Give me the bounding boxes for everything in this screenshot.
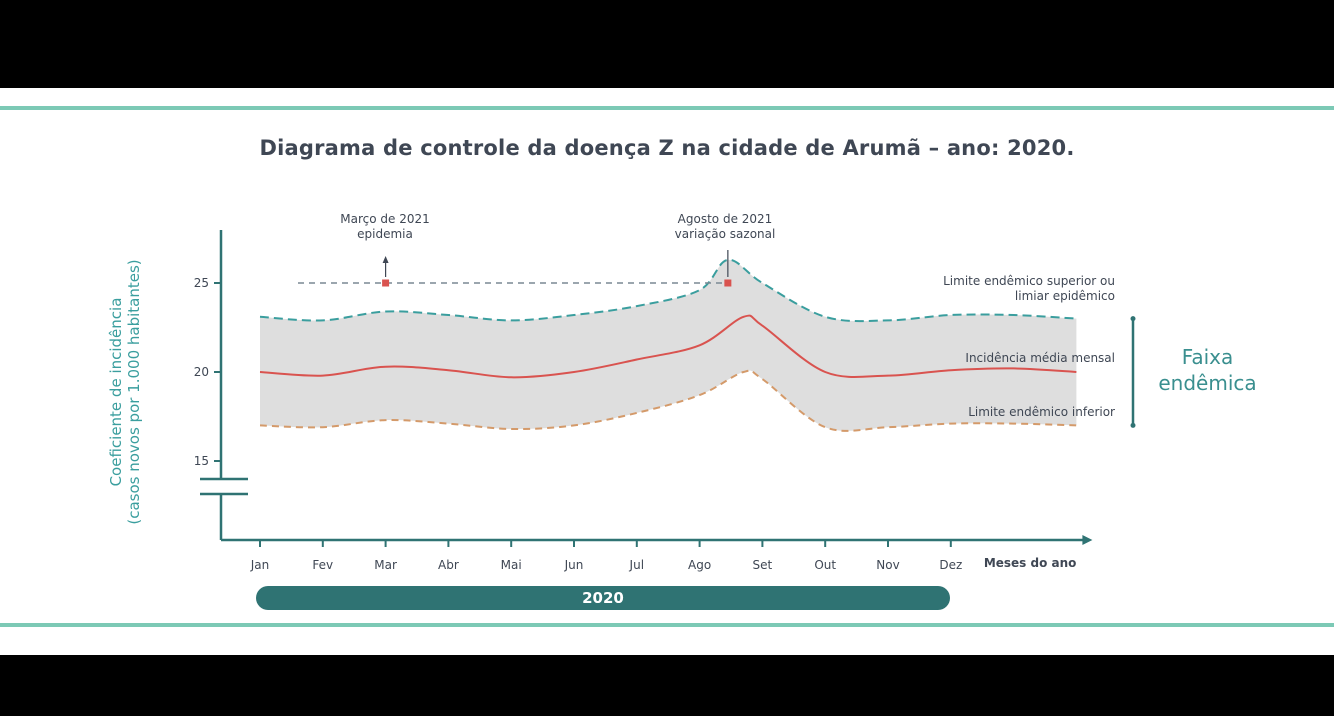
y-axis-label-line2: (casos novos por 1.000 habitantes) (125, 259, 143, 525)
x-tick-label: Dez (939, 558, 962, 572)
data-point (724, 279, 732, 287)
x-tick-label: Mai (501, 558, 522, 572)
faixa-bracket-top (1130, 316, 1136, 322)
faixa-endemica-label: Faixa endêmica (1150, 344, 1265, 396)
y-axis-label-line1: Coeficiente de incidência (107, 297, 125, 487)
x-tick-label: Abr (438, 558, 459, 572)
label-limite-superior-line1: Limite endêmico superior ou (943, 274, 1115, 288)
x-tick-label: Set (753, 558, 773, 572)
data-point (382, 279, 390, 287)
series-incidencia-media (259, 314, 1077, 379)
x-tick-label: Nov (876, 558, 899, 572)
top-rule (0, 106, 1334, 110)
x-tick-label: Jan (250, 558, 270, 572)
year-bar: 2020 (256, 586, 950, 610)
y-tick-label: 25 (194, 276, 209, 290)
annotation-agosto-line1: Agosto de 2021 (677, 212, 773, 226)
label-limite-inferior: Limite endêmico inferior (968, 405, 1115, 419)
label-limite-superior-line2: limiar epidêmico (1014, 289, 1115, 303)
x-axis-arrow (1082, 535, 1093, 545)
y-tick-label: 20 (194, 365, 209, 379)
series-limite-inferior (259, 369, 1077, 432)
label-incidencia-media: Incidência média mensal (965, 351, 1115, 365)
x-axis-label: Meses do ano (984, 556, 1077, 570)
bottom-rule (0, 623, 1334, 627)
chart-title: Diagrama de controle da doença Z na cida… (259, 136, 1075, 160)
faixa-line1: Faixa (1181, 345, 1234, 369)
x-tick-label: Fev (312, 558, 333, 572)
y-tick-label: 15 (194, 454, 209, 468)
y-axis-label: Coeficiente de incidência (casos novos p… (107, 259, 143, 524)
series-limite-superior (259, 258, 1077, 323)
annotation-marco-line2: epidemia (357, 227, 413, 241)
x-tick-label: Mar (374, 558, 397, 572)
x-tick-label: Ago (688, 558, 711, 572)
annotation-marco-arrowhead (382, 256, 389, 263)
faixa-line2: endêmica (1158, 371, 1257, 395)
x-tick-label: Jul (629, 558, 644, 572)
label-limite-superior: Limite endêmico superior ou limiar epidê… (860, 274, 1115, 304)
endemic-band (260, 259, 1077, 431)
annotation-marco-line1: Março de 2021 (340, 212, 430, 226)
axis-break-gap (200, 478, 248, 494)
faixa-bracket-bottom (1130, 422, 1136, 428)
x-tick-label: Jun (564, 558, 584, 572)
annotation-agosto: Agosto de 2021 variação sazonal (655, 212, 795, 242)
x-tick-label: Out (814, 558, 836, 572)
annotation-marco: Março de 2021 epidemia (320, 212, 450, 242)
annotation-agosto-line2: variação sazonal (674, 227, 776, 241)
